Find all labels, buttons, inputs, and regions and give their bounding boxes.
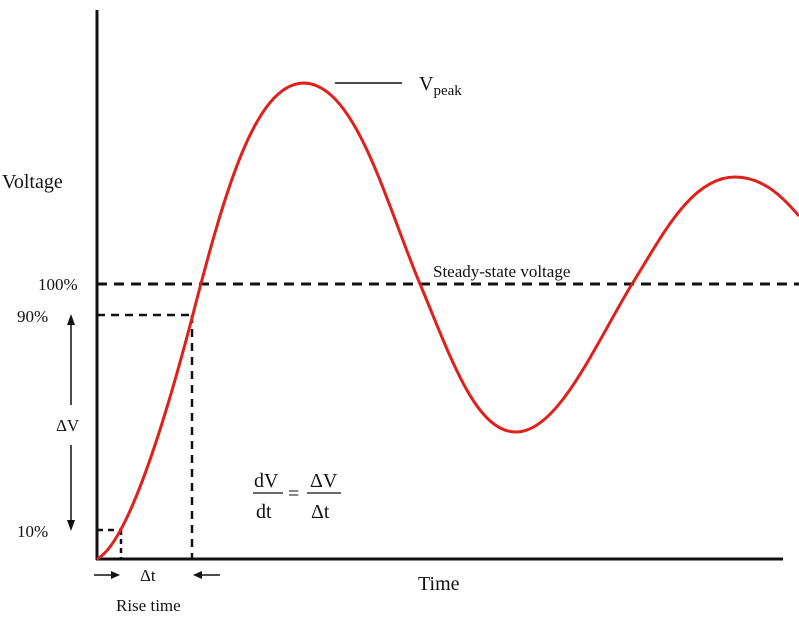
rise-time-arrowhead-left [111, 571, 120, 579]
formula-lhs-denominator: dt [256, 501, 272, 523]
v-peak-label: Vpeak [419, 73, 462, 99]
voltage-response-curve [96, 81, 799, 561]
v-peak-main: V [419, 73, 434, 95]
level-100-label: 100% [38, 275, 78, 294]
level-90-label: 90% [17, 307, 48, 326]
steady-state-label: Steady-state voltage [433, 262, 570, 281]
x-axis-label: Time [418, 573, 460, 595]
formula-lhs-numerator: dV [254, 470, 279, 492]
rise-time-arrowhead-right [193, 571, 202, 579]
delta-v-label: ΔV [56, 416, 80, 435]
v-peak-subscript: peak [433, 83, 462, 99]
delta-t-label: Δt [140, 566, 156, 585]
y-axis-label: Voltage [2, 171, 63, 193]
delta-v-arrowhead-up [67, 314, 75, 325]
formula-equals: = [288, 483, 299, 505]
formula-rhs-numerator: ΔV [310, 470, 338, 492]
formula-rhs-denominator: Δt [311, 501, 330, 523]
level-10-label: 10% [17, 522, 48, 541]
delta-v-arrowhead-down [67, 520, 75, 531]
rise-time-label: Rise time [116, 596, 181, 615]
